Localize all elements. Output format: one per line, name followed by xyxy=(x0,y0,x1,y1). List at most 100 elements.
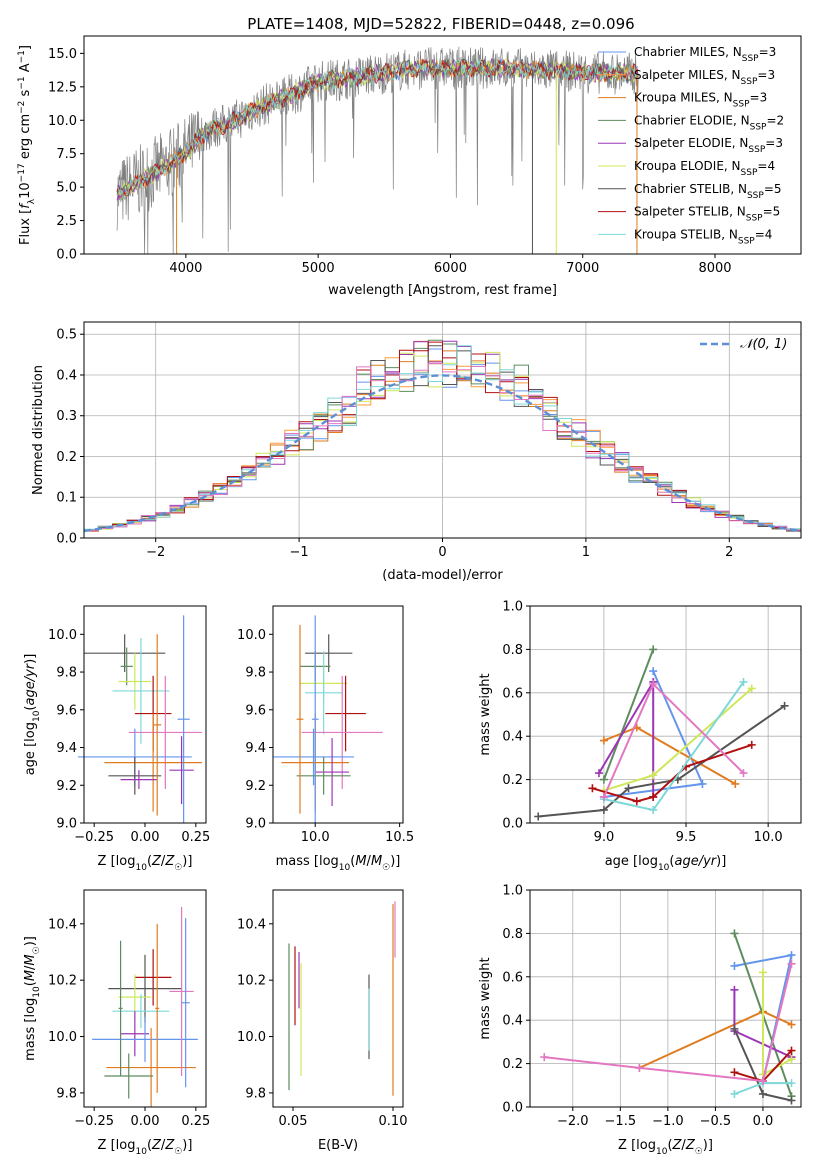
weight-series xyxy=(544,963,793,1083)
x-tick-label: 1 xyxy=(582,545,590,560)
x-tick-label: −2 xyxy=(146,545,165,560)
y-tick-label: 9.4 xyxy=(56,741,77,756)
EBV-mass-panel: 0.05 0.10 9.8 10.0 10.2 10.4 E(B-V) xyxy=(237,889,408,1153)
y-tick-label: 0.2 xyxy=(56,450,77,465)
legend-label: Salpeter MILES, NSSP=3 xyxy=(634,68,775,87)
y-tick-label: 0.2 xyxy=(502,773,523,788)
weight-series xyxy=(602,649,655,780)
axes-frame xyxy=(272,605,404,824)
y-tick-label: 0.0 xyxy=(502,1101,523,1116)
y-tick-label: 10.0 xyxy=(237,1030,266,1045)
x-tick-label: −1.5 xyxy=(605,1114,637,1129)
weight-marker xyxy=(787,1055,796,1064)
x-tick-label: −1 xyxy=(290,545,309,560)
x-tick-label: 0.00 xyxy=(131,830,160,845)
weight-marker xyxy=(739,769,748,778)
axes-frame xyxy=(272,889,404,1108)
weight-marker xyxy=(649,645,658,654)
weight-marker xyxy=(540,1053,549,1062)
x-axis-label: Z [log10(Z/Z☉)] xyxy=(98,1138,193,1157)
x-tick-label: 0.10 xyxy=(379,1114,408,1129)
y-tick-label: 0.8 xyxy=(502,927,523,942)
y-tick-label: 9.0 xyxy=(56,817,77,832)
weight-marker xyxy=(649,680,658,689)
model-spectrum xyxy=(116,58,639,197)
histogram-series xyxy=(84,363,801,533)
y-tick-label: 0.6 xyxy=(502,970,523,985)
weight-marker xyxy=(599,805,608,814)
y-tick-label: 10.0 xyxy=(48,114,77,129)
weight-marker xyxy=(730,929,739,938)
y-tick-label: 7.5 xyxy=(56,147,77,162)
weight-marker xyxy=(787,1096,796,1105)
weight-marker xyxy=(534,812,543,821)
weight-marker xyxy=(730,1068,739,1077)
y-tick-label: 0.2 xyxy=(502,1057,523,1072)
legend-label: Salpeter STELIB, NSSP=5 xyxy=(634,205,780,224)
weight-marker xyxy=(780,701,789,710)
x-axis-label: E(B-V) xyxy=(318,1138,358,1153)
x-axis-label: (data-model)/error xyxy=(382,568,503,583)
weight-marker xyxy=(624,784,633,793)
weight-marker xyxy=(730,985,739,994)
age-weight-panel: 9.0 9.5 10.0 0.0 0.2 0.4 0.6 0.8 1.0 age [log10(a… xyxy=(478,600,802,873)
model-spectrum xyxy=(116,57,639,196)
weight-marker xyxy=(698,779,707,788)
axes-frame xyxy=(83,321,802,539)
weight-marker xyxy=(599,736,608,745)
figure-title: PLATE=1408, MJD=52822, FIBERID=0448, z=0… xyxy=(247,15,634,33)
weight-marker xyxy=(649,771,658,780)
y-axis-label: Flux [fλ10−17 erg cm−2 s−1 A−1] xyxy=(17,45,37,245)
y-tick-label: 0.1 xyxy=(56,491,77,506)
y-tick-label: 1.0 xyxy=(502,600,523,615)
y-tick-label: 9.0 xyxy=(245,817,266,832)
y-tick-label: 12.5 xyxy=(48,80,77,95)
axes-frame xyxy=(83,605,207,824)
axes-frame xyxy=(529,605,802,824)
weight-marker xyxy=(747,684,756,693)
x-tick-label: 10.0 xyxy=(754,830,783,845)
weight-marker xyxy=(787,951,796,960)
axes-frame xyxy=(83,35,802,255)
y-tick-label: 10.0 xyxy=(48,1030,77,1045)
weight-marker xyxy=(649,667,658,676)
model-spectrum xyxy=(116,58,639,197)
y-tick-label: 10.2 xyxy=(237,974,266,989)
x-axis-label: age [log10(age/yr)] xyxy=(605,854,727,873)
x-tick-label: 10.5 xyxy=(385,830,414,845)
weight-marker xyxy=(649,805,658,814)
y-axis-label: mass weight xyxy=(478,957,493,1039)
y-tick-label: 0.4 xyxy=(502,730,523,745)
spectrum-lines xyxy=(116,46,639,254)
y-tick-label: 10.0 xyxy=(48,628,77,643)
x-axis-label: Z [log10(Z/Z☉)] xyxy=(618,1138,713,1157)
x-tick-label: 6000 xyxy=(434,261,467,276)
model-spectrum xyxy=(116,58,638,196)
x-tick-label: 8000 xyxy=(698,261,731,276)
weight-marker xyxy=(632,797,641,806)
y-tick-label: 10.0 xyxy=(237,628,266,643)
y-tick-label: 9.6 xyxy=(245,703,266,718)
x-tick-label: 9.5 xyxy=(676,830,697,845)
weight-marker xyxy=(599,775,608,784)
axes-frame xyxy=(529,889,802,1108)
x-tick-label: 9.0 xyxy=(594,830,615,845)
y-tick-label: 5.0 xyxy=(56,181,77,196)
y-axis-label: mass [log10(M/M☉)] xyxy=(23,936,42,1061)
y-tick-label: 9.8 xyxy=(56,666,77,681)
y-tick-label: 0.4 xyxy=(502,1014,523,1029)
x-tick-label: 7000 xyxy=(566,261,599,276)
y-tick-label: 0.3 xyxy=(56,409,77,424)
weight-marker xyxy=(594,769,603,778)
x-tick-label: −0.25 xyxy=(74,1114,114,1129)
x-tick-label: 4000 xyxy=(169,261,202,276)
weight-marker xyxy=(588,784,597,793)
legend-label: Salpeter ELODIE, NSSP=3 xyxy=(634,136,783,155)
legend-label: Kroupa ELODIE, NSSP=4 xyxy=(634,159,775,178)
legend-label: Chabrier ELODIE, NSSP=2 xyxy=(634,113,784,132)
legend-label: 𝒩(0, 1) xyxy=(740,337,787,352)
x-tick-label: 0.00 xyxy=(131,1114,160,1129)
legend-label: Chabrier MILES, NSSP=3 xyxy=(634,45,776,64)
x-tick-label: −2.0 xyxy=(557,1114,589,1129)
